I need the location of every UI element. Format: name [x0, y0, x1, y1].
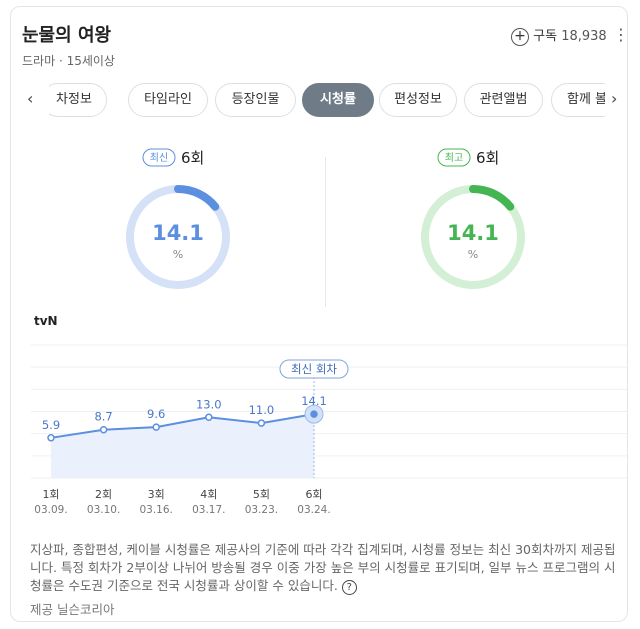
x-date-label: 03.10. — [87, 504, 120, 515]
x-date-label: 03.16. — [139, 504, 172, 515]
x-tick-label: 1회 — [42, 488, 59, 501]
tab[interactable]: 등장인물 — [215, 83, 296, 117]
subscribe-button[interactable]: + 구독 18,938 — [511, 25, 607, 46]
genre: 드라마 — [22, 54, 56, 68]
point — [257, 419, 266, 427]
tab-bar: 차정보 타임라인 등장인물 시청률 편성정보 관련앨범 함께 볼 — [49, 83, 605, 117]
more-button[interactable]: ⋮ — [613, 25, 628, 44]
value-label: 14.1 — [301, 394, 327, 408]
gauge-unit: % — [173, 248, 183, 261]
point — [310, 410, 318, 418]
source-name: 닐슨코리아 — [57, 602, 115, 617]
x-date-label: 03.09. — [34, 504, 67, 515]
tab[interactable]: 관련앨범 — [464, 83, 543, 117]
point — [47, 434, 55, 442]
help-icon[interactable]: ? — [341, 580, 357, 595]
badge: 최신 — [150, 152, 168, 164]
episode: 6회 — [181, 149, 204, 167]
value-label: 5.9 — [42, 418, 60, 432]
badge-box — [142, 148, 176, 167]
source-label: 제공 — [30, 602, 54, 617]
x-date-label: 03.17. — [192, 504, 225, 515]
line — [50, 413, 315, 439]
divider — [325, 157, 326, 307]
value-label: 13.0 — [196, 397, 222, 411]
x-date-label: 03.24. — [297, 504, 330, 515]
tab[interactable]: 함께 볼 — [551, 83, 605, 117]
prev-arrow[interactable]: ‹ — [27, 89, 34, 108]
x-date-label: 03.23. — [245, 504, 278, 515]
next-arrow[interactable]: › — [611, 89, 618, 108]
value-label: 11.0 — [249, 403, 275, 417]
gauge-arc — [421, 185, 525, 289]
gauge-value: 14.1 — [152, 221, 204, 245]
x-tick-label: 2회 — [95, 488, 112, 501]
source: 제공 닐슨코리아 — [30, 599, 115, 618]
tab[interactable]: 시청률 — [302, 83, 374, 117]
annotation-box — [279, 359, 349, 379]
episode: 6회 — [476, 149, 499, 167]
x-tick-label: 4회 — [200, 488, 217, 501]
meta: 드라마 · 15세이상 — [22, 54, 115, 68]
value-label: 9.6 — [147, 407, 165, 421]
ratings-card: 눈물의 여왕 드라마 · 15세이상 + 구독 18,938 ⋮ ‹ 차정보 타임… — [10, 6, 628, 622]
point — [205, 413, 213, 422]
line-chart: tvN 5.9 1회 03.09. 8.7 2회 03.10. 9.6 3회 03.16. 13.0… — [31, 314, 627, 515]
plus-icon: + — [511, 28, 529, 46]
gauges: 최신 6회 14.1% 최고 6회 14.1% — [126, 148, 525, 289]
x-tick-label: 3회 — [148, 488, 165, 501]
age-rating: 15세이상 — [66, 54, 115, 68]
tab[interactable]: 차정보 — [49, 83, 107, 117]
x-tick-label: 5회 — [253, 488, 270, 501]
x-tick-label: 6회 — [305, 488, 322, 501]
area — [51, 414, 314, 478]
badge: 최고 — [445, 152, 463, 164]
badge-box — [437, 148, 471, 167]
note: 지상파, 종합편성, 케이블 시청률은 제공사의 기준에 따라 각각 집계되며,… — [30, 542, 616, 593]
gauge-value: 14.1 — [447, 221, 499, 245]
gauge-arc — [126, 185, 230, 289]
annotation: 최신 회차 — [291, 362, 337, 376]
tab[interactable]: 타임라인 — [128, 83, 208, 117]
gauge-unit: % — [468, 248, 478, 261]
point — [152, 423, 160, 431]
value-label: 8.7 — [94, 410, 112, 424]
point — [99, 425, 108, 434]
subscribe-label: 구독 — [533, 29, 558, 44]
subscriber-count: 18,938 — [561, 29, 607, 44]
chart-title: tvN — [34, 314, 58, 328]
footnote: 지상파, 종합편성, 케이블 시청률은 제공사의 기준에 따라 각각 집계되며,… — [30, 541, 620, 595]
tab[interactable]: 편성정보 — [379, 83, 457, 117]
title: 눈물의 여왕 — [22, 25, 112, 46]
